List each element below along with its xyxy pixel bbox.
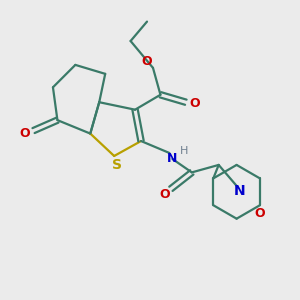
Text: N: N: [167, 152, 178, 165]
Text: O: O: [255, 207, 265, 220]
Text: O: O: [189, 97, 200, 110]
Text: O: O: [20, 127, 31, 140]
Text: S: S: [112, 158, 122, 172]
Text: H: H: [180, 146, 188, 157]
Text: O: O: [142, 55, 152, 68]
Text: O: O: [160, 188, 170, 201]
Text: N: N: [234, 184, 245, 198]
